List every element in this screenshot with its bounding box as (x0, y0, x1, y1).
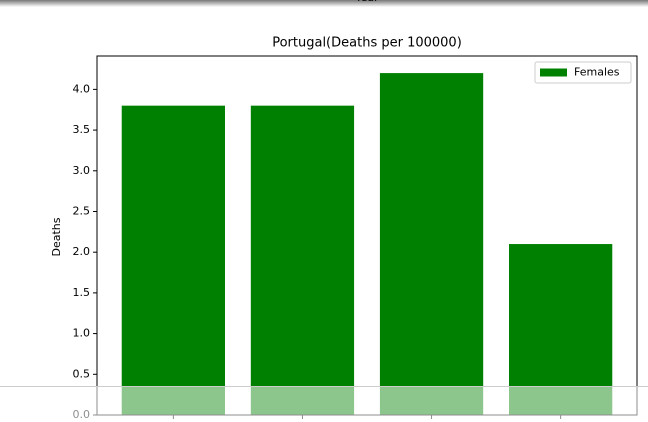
legend-label: Females (574, 66, 620, 79)
y-axis-label: Deaths (50, 217, 63, 256)
y-tick-label: 1.0 (73, 327, 91, 340)
bar (379, 73, 484, 415)
y-tick-label: 3.0 (73, 164, 91, 177)
chart-title: Portugal(Deaths per 100000) (272, 36, 462, 51)
y-tick-label: 2.5 (73, 204, 91, 217)
window-edge (0, 386, 648, 422)
bar (121, 105, 225, 415)
window-shadow (0, 0, 648, 7)
cut-off-label: Year (354, 0, 379, 4)
legend-box (534, 61, 632, 84)
legend-swatch (540, 68, 567, 77)
y-tick-label: 3.5 (73, 123, 91, 136)
y-tick-label: 0.5 (73, 367, 91, 380)
y-tick-label: 1.5 (73, 286, 91, 299)
y-tick-label: 4.0 (73, 82, 91, 95)
bar (250, 105, 355, 415)
y-tick-label: 2.0 (73, 245, 91, 258)
